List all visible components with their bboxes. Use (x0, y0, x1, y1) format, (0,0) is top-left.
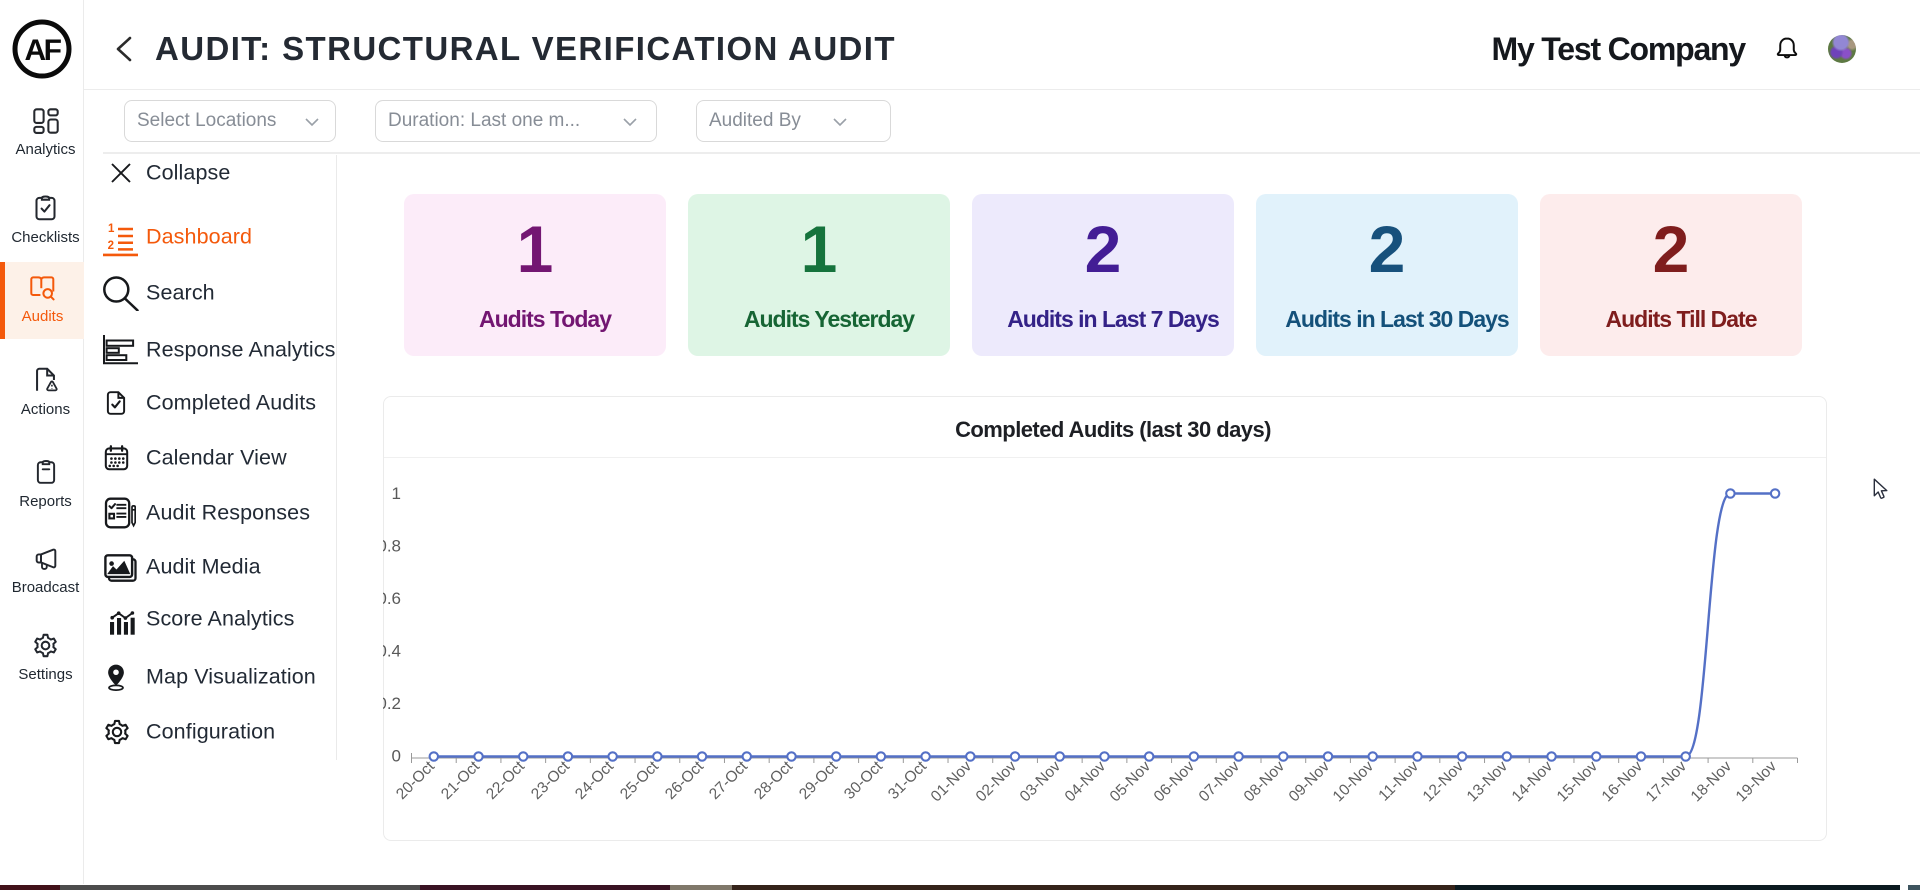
svg-text:0.4: 0.4 (383, 642, 401, 661)
svg-text:0: 0 (392, 747, 401, 766)
svg-text:0.6: 0.6 (383, 589, 401, 608)
svg-text:AF: AF (25, 34, 62, 67)
svg-text:2: 2 (108, 240, 114, 252)
svg-text:0.8: 0.8 (383, 537, 401, 556)
svg-text:1: 1 (108, 223, 115, 235)
svg-text:0.2: 0.2 (383, 694, 401, 713)
svg-text:1: 1 (392, 484, 401, 503)
